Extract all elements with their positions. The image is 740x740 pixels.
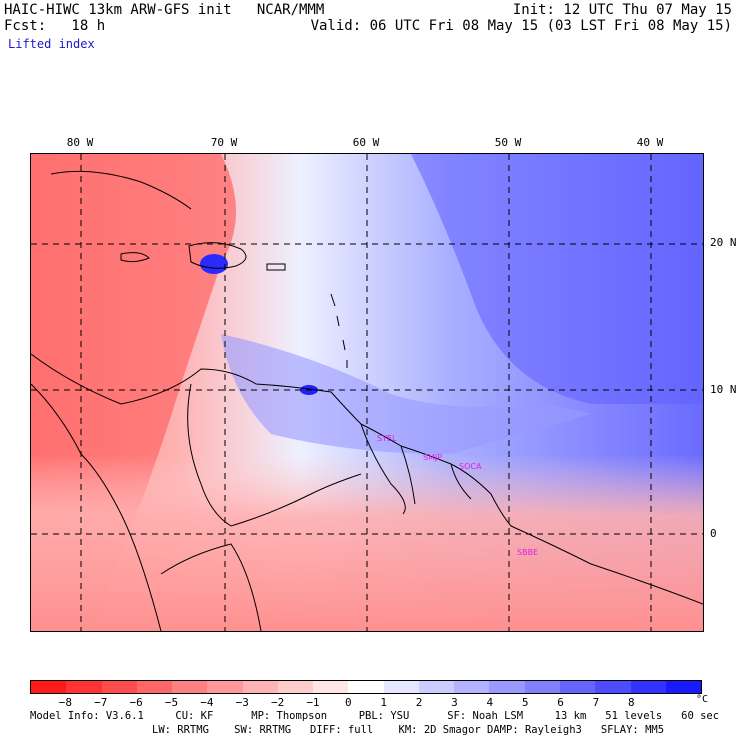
field-blue-central — [221, 334, 591, 454]
colorbar-swatch — [559, 681, 596, 693]
lon-label-70w: 70 W — [210, 136, 238, 149]
lon-label-60w: 60 W — [352, 136, 380, 149]
lifted-index-map: SYEL SMJP SOCA SBBE — [30, 153, 704, 632]
valid-time: Valid: 06 UTC Fri 08 May 15 (03 LST Fri … — [310, 18, 732, 34]
colorbar-swatch — [595, 681, 631, 693]
colorbar-tick-label: −4 — [200, 696, 214, 709]
lat-label-10n: 10 N — [710, 383, 737, 396]
colorbar-tick-label: 0 — [345, 696, 352, 709]
colorbar-swatch — [630, 681, 666, 693]
colorbar-swatch — [242, 681, 278, 693]
border-venezuela-colombia — [187, 383, 232, 527]
station-label-smjp: SMJP — [423, 453, 442, 462]
colorbar-swatch — [277, 681, 314, 693]
colorbar-swatch — [31, 681, 67, 693]
lon-label-40w: 40 W — [636, 136, 664, 149]
colorbar-swatch — [207, 681, 243, 693]
colorbar-swatch — [665, 681, 702, 693]
coast-puerto-rico — [266, 263, 286, 271]
coast-hispaniola — [188, 242, 247, 269]
colorbar-swatch — [101, 681, 137, 693]
colorbar-swatch — [313, 681, 349, 693]
border-venezuela-brazil — [230, 473, 362, 527]
station-label-soca: SOCA — [459, 462, 482, 471]
border-brazil-peru — [160, 543, 262, 631]
field-max-hispaniola — [200, 254, 228, 274]
colorbar-swatch — [66, 681, 102, 693]
grid-lines — [31, 154, 703, 631]
lon-label-80w: 80 W — [66, 136, 94, 149]
lat-label-0: 0 — [710, 527, 717, 540]
coast-central-america — [31, 383, 162, 631]
colorbar-tick-label: 5 — [521, 696, 529, 709]
colorbar — [30, 680, 702, 694]
colorbar-tick-label: 7 — [592, 696, 600, 709]
lat-label-20n: 20 N — [710, 236, 737, 249]
coast-jamaica — [120, 252, 150, 263]
lon-label-50w: 50 W — [494, 136, 522, 149]
coast-lesser-antilles — [330, 293, 348, 368]
colorbar-tick-label: −6 — [129, 696, 143, 709]
colorbar-swatch — [489, 681, 525, 693]
colorbar-swatch — [348, 681, 384, 693]
colorbar-tick-label: −3 — [235, 696, 249, 709]
model-title: HAIC-HIWC 13km ARW-GFS init NCAR/MMM — [4, 2, 325, 18]
model-info-line2: LW: RRTMG SW: RRTMG DIFF: full KM: 2D Sm… — [152, 724, 665, 736]
coast-cuba — [50, 170, 192, 210]
colorbar-swatch — [524, 681, 560, 693]
colorbar-tick-label: 2 — [415, 696, 423, 709]
field-blue-northeast — [411, 154, 703, 404]
station-label-sbbe: SBBE — [517, 548, 538, 557]
colorbar-swatch — [136, 681, 173, 693]
colorbar-swatch — [454, 681, 490, 693]
border-suriname — [400, 445, 416, 505]
colorbar-unit: °C — [696, 694, 709, 705]
colorbar-tick-label: −7 — [94, 696, 108, 709]
forecast-hour: Fcst: 18 h — [4, 18, 106, 34]
colorbar-tick-label: −2 — [270, 696, 285, 709]
station-label-syel: SYEL — [377, 434, 397, 443]
colorbar-tick-label: 8 — [627, 696, 635, 709]
colorbar-swatch — [418, 681, 455, 693]
coastlines — [31, 170, 703, 631]
border-french-guiana — [450, 463, 472, 500]
colorbar-tick-label: 1 — [380, 696, 387, 709]
colorbar-tick-label: 3 — [451, 696, 458, 709]
colorbar-swatch — [383, 681, 419, 693]
colorbar-swatch — [172, 681, 208, 693]
colorbar-tick-label: −5 — [164, 696, 179, 709]
colorbar-tick-label: 6 — [557, 696, 564, 709]
colorbar-tick-label: −8 — [58, 696, 72, 709]
coast-south-america — [31, 353, 703, 605]
model-info-line1: Model Info: V3.6.1 CU: KF MP: Thompson P… — [30, 710, 720, 722]
colorbar-tick-label: −1 — [306, 696, 320, 709]
init-time: Init: 12 UTC Thu 07 May 15 — [512, 2, 732, 18]
colorbar-tick-label: 4 — [486, 696, 494, 709]
field-name: Lifted index — [8, 37, 95, 51]
